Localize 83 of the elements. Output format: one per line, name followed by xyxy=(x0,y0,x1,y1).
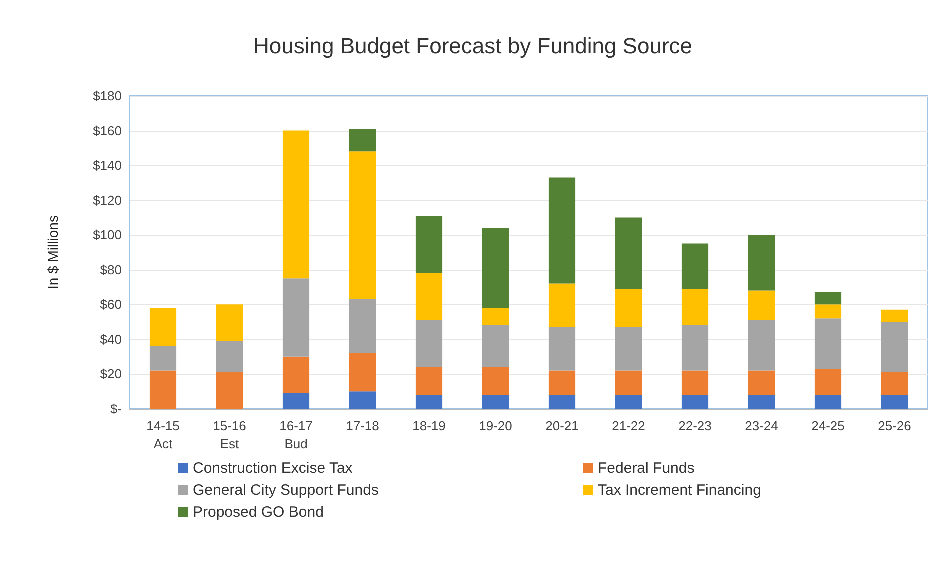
bar xyxy=(416,320,443,368)
bar xyxy=(349,392,376,409)
bar xyxy=(615,218,642,290)
bar xyxy=(814,292,842,305)
bar xyxy=(282,356,310,394)
y-tick-label: $40 xyxy=(100,332,122,347)
legend-label: Tax Increment Financing xyxy=(598,482,762,499)
bar xyxy=(748,395,776,409)
legend-label: Federal Funds xyxy=(598,460,695,477)
bar xyxy=(349,152,376,300)
bar xyxy=(881,310,908,322)
bar xyxy=(416,395,443,409)
bar xyxy=(682,289,709,326)
y-tick-label: $100 xyxy=(93,228,122,243)
x-tick-label: 15-16 Est xyxy=(213,418,246,452)
bar xyxy=(548,327,576,371)
bar xyxy=(814,304,842,319)
x-tick-label: 24-25 xyxy=(812,418,845,434)
bar xyxy=(349,353,376,392)
x-tick-label: 14-15 Act xyxy=(146,418,180,452)
bar xyxy=(150,308,177,346)
bar xyxy=(682,326,709,371)
x-tick-label: 25-26 xyxy=(878,418,912,434)
x-tick-label: 23-24 xyxy=(745,418,778,434)
x-tick-label: 16-17 Bud xyxy=(280,418,313,452)
bar xyxy=(349,129,376,152)
bar xyxy=(482,395,510,409)
bar xyxy=(615,395,642,409)
bar xyxy=(548,395,576,409)
y-tick-label: $20 xyxy=(100,366,122,382)
legend-label: Construction Excise Tax xyxy=(193,460,354,477)
bar xyxy=(814,369,842,396)
bar xyxy=(682,244,709,290)
bar xyxy=(615,327,642,371)
y-tick-label: $140 xyxy=(93,158,122,174)
bar xyxy=(416,216,443,274)
bar xyxy=(216,372,244,409)
bar xyxy=(682,395,709,409)
bar xyxy=(748,235,776,291)
bar xyxy=(814,395,842,409)
y-tick-label: $180 xyxy=(93,88,122,104)
y-tick-label: $120 xyxy=(93,192,122,208)
bar xyxy=(682,370,709,396)
bar xyxy=(150,346,177,371)
x-tick-label: 21-22 xyxy=(612,418,646,434)
bar xyxy=(615,370,642,396)
legend-label: General City Support Funds xyxy=(193,482,379,499)
bar xyxy=(282,130,310,279)
bar xyxy=(881,322,908,372)
bar xyxy=(615,289,642,328)
bar xyxy=(482,228,510,308)
chart-title: Housing Budget Forecast by Funding Source xyxy=(253,34,693,58)
bar xyxy=(748,290,776,320)
y-tick-label: $60 xyxy=(100,297,122,312)
bar xyxy=(216,304,244,342)
bar xyxy=(416,367,443,396)
x-tick-label: 18-19 xyxy=(412,418,446,434)
bar xyxy=(282,278,310,357)
y-tick-label: $160 xyxy=(93,123,122,138)
bar xyxy=(548,370,576,396)
x-tick-label: 20-21 xyxy=(546,418,579,434)
bar xyxy=(282,393,310,409)
bar xyxy=(748,370,776,396)
legend-label: Proposed GO Bond xyxy=(193,504,324,521)
y-tick-label: $- xyxy=(110,402,122,416)
bar xyxy=(482,308,510,326)
bar xyxy=(150,370,177,409)
bar xyxy=(482,326,510,368)
bar xyxy=(416,273,443,320)
y-tick-label: $80 xyxy=(100,262,122,278)
y-axis-title: In $ Millions xyxy=(45,216,61,290)
x-tick-label: 17-18 xyxy=(346,418,380,434)
bar xyxy=(482,367,510,396)
bar xyxy=(881,372,908,396)
bar xyxy=(814,318,842,370)
x-tick-label: 22-23 xyxy=(678,418,712,434)
bar xyxy=(349,299,376,354)
bar xyxy=(216,341,244,372)
bar xyxy=(748,320,776,371)
bar xyxy=(548,284,576,328)
bar xyxy=(548,178,576,284)
bar xyxy=(881,395,908,409)
x-tick-label: 19-20 xyxy=(479,418,512,434)
